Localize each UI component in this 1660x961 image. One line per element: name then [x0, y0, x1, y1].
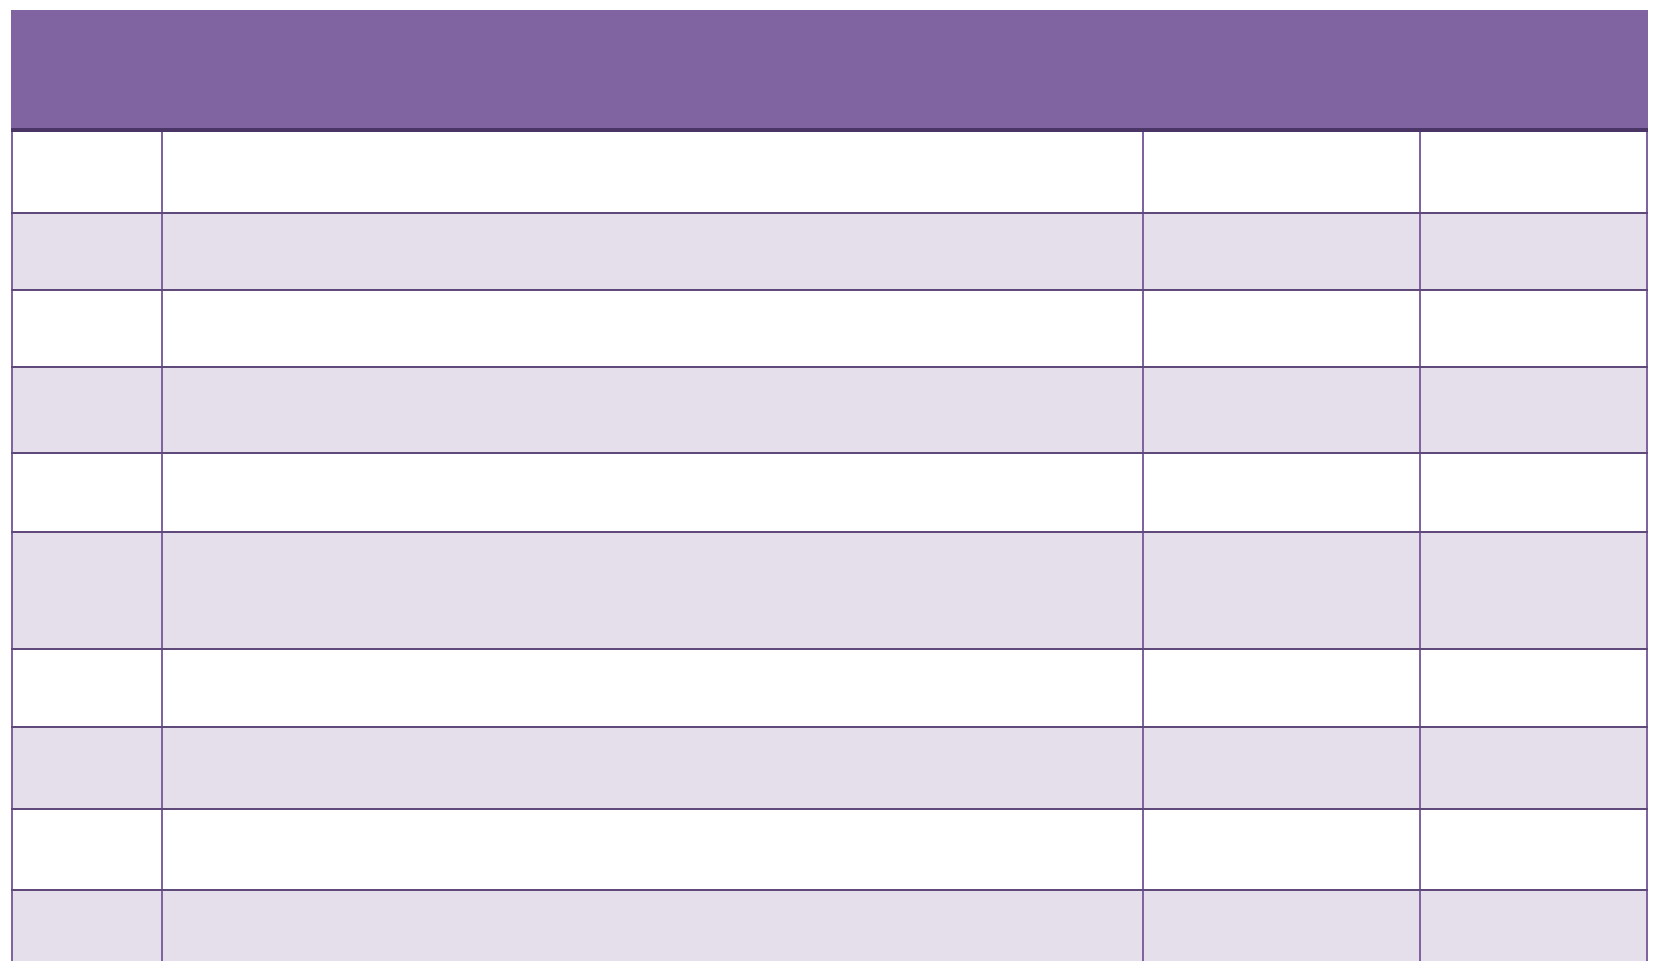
table-cell-r10c1[interactable] [11, 889, 163, 961]
table-row-2 [11, 212, 1648, 291]
table-cell-r8c1[interactable] [11, 726, 163, 810]
table-cell-r7c4[interactable] [1419, 648, 1648, 728]
table-cell-r6c4[interactable] [1419, 531, 1648, 650]
table-cell-r3c1[interactable] [11, 289, 163, 368]
table-row-4 [11, 366, 1648, 454]
table-cell-r1c1[interactable] [11, 129, 163, 214]
table-row-8 [11, 726, 1648, 810]
table-row-6 [11, 531, 1648, 650]
table-cell-r3c3[interactable] [1142, 289, 1421, 368]
table-cell-r2c3[interactable] [1142, 212, 1421, 291]
table-cell-r1c4[interactable] [1419, 129, 1648, 214]
table-cell-r7c2[interactable] [161, 648, 1144, 728]
table-cell-r4c4[interactable] [1419, 366, 1648, 454]
table-cell-r4c1[interactable] [11, 366, 163, 454]
table-row-10 [11, 889, 1648, 961]
table-cell-r8c3[interactable] [1142, 726, 1421, 810]
table-cell-r3c4[interactable] [1419, 289, 1648, 368]
table-cell-r7c3[interactable] [1142, 648, 1421, 728]
table-cell-r5c4[interactable] [1419, 452, 1648, 533]
table-cell-r2c4[interactable] [1419, 212, 1648, 291]
table-cell-r10c3[interactable] [1142, 889, 1421, 961]
table-cell-r4c2[interactable] [161, 366, 1144, 454]
table-header-cell[interactable] [12, 10, 1647, 132]
table-cell-r9c1[interactable] [11, 808, 163, 891]
table-row-9 [11, 808, 1648, 891]
table-cell-r2c1[interactable] [11, 212, 163, 291]
table-cell-r6c1[interactable] [11, 531, 163, 650]
table-cell-r1c2[interactable] [161, 129, 1144, 214]
table-cell-r7c1[interactable] [11, 648, 163, 728]
table-cell-r5c3[interactable] [1142, 452, 1421, 533]
table-cell-r9c4[interactable] [1419, 808, 1648, 891]
table-row-1 [11, 129, 1648, 214]
table-body [11, 129, 1648, 961]
table-cell-r8c4[interactable] [1419, 726, 1648, 810]
table-cell-r10c2[interactable] [161, 889, 1144, 961]
empty-banded-table [11, 10, 1648, 961]
table-cell-r2c2[interactable] [161, 212, 1144, 291]
table-cell-r8c2[interactable] [161, 726, 1144, 810]
table-cell-r4c3[interactable] [1142, 366, 1421, 454]
table-row-7 [11, 648, 1648, 728]
table-cell-r6c3[interactable] [1142, 531, 1421, 650]
table-cell-r6c2[interactable] [161, 531, 1144, 650]
table-cell-r9c2[interactable] [161, 808, 1144, 891]
table-cell-r5c1[interactable] [11, 452, 163, 533]
table-cell-r1c3[interactable] [1142, 129, 1421, 214]
table-cell-r5c2[interactable] [161, 452, 1144, 533]
table-cell-r9c3[interactable] [1142, 808, 1421, 891]
table-row-3 [11, 289, 1648, 368]
table-cell-r10c4[interactable] [1419, 889, 1648, 961]
table-header-row [12, 10, 1647, 132]
table-row-5 [11, 452, 1648, 533]
table-cell-r3c2[interactable] [161, 289, 1144, 368]
